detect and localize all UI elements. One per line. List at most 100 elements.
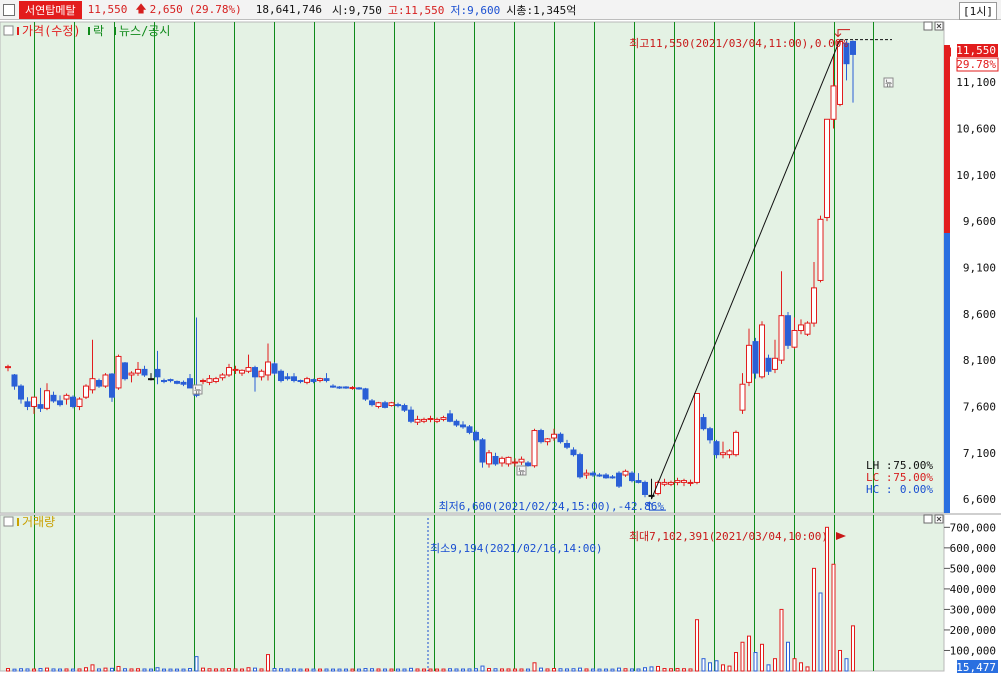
volume-bar [220,668,225,672]
high-annotation: 최고11,550(2021/03/04,11:00),0.00% [629,37,848,50]
candle [200,380,206,383]
candle [187,378,193,389]
legend-volume[interactable]: 거래량 [22,515,55,529]
volume-bar [246,667,251,672]
volume-bar [578,667,582,672]
volume-tick-label: 700,000 [950,521,996,534]
volume-bar [116,665,121,672]
volume-pane-minimize-button[interactable] [923,514,933,524]
candle [609,476,616,479]
up-arrow-icon: 🡅 [135,2,147,15]
price-tick-label: 8,100 [963,354,996,367]
volume-bar [539,667,543,672]
candle [596,474,603,477]
candle [11,374,18,387]
candle [700,417,707,430]
candle [317,378,323,382]
candle [83,385,89,398]
volume-bar [747,635,751,672]
candle [551,433,557,439]
legend-price[interactable]: 가격(수정) [22,24,81,38]
volume-bar [454,668,459,672]
volume-bar [636,668,641,672]
candle [44,390,50,409]
trend-line[interactable] [651,39,841,500]
volume-bar [487,668,491,672]
candle [746,344,752,383]
candle [674,480,681,483]
news-marker[interactable]: 뉴 [883,77,894,88]
stock-chart[interactable]: 6,600 7,100 7,600 8,100 8,600 9,100 9,600 10,10… [0,20,1001,674]
volume-bar [786,641,790,672]
volume-bar [701,658,706,672]
volume-bar [831,563,836,672]
volume-bar [214,668,218,672]
price-tick-label: 10,600 [956,123,996,136]
news-marker[interactable]: 뉴 [192,384,203,395]
candle [421,418,427,422]
select-checkbox[interactable] [3,3,15,16]
candle [414,418,421,423]
volume-tick-label: 400,000 [950,583,996,596]
candle [232,368,239,371]
timeframe-button[interactable]: [1시] [959,2,997,20]
candle [440,417,447,420]
volume-bar [428,668,433,672]
volume-bar [25,668,30,672]
volume-bar [12,668,17,672]
candle [635,480,642,483]
volume-bar [318,668,322,672]
volume-bar [350,668,355,672]
volume-bar [402,668,407,672]
volume-bar [467,668,472,672]
volume-tick-label: 500,000 [950,562,996,575]
volume-bar [266,654,270,672]
ratio-lh-value: 75.00% [893,459,933,472]
price-change-pct: (29.78%) [188,3,242,16]
legend-news[interactable]: 뉴스/공시 [119,24,170,38]
current-price-pointer-icon [946,47,951,57]
volume-pane[interactable] [0,513,1001,672]
legend-rights[interactable]: 락 [93,24,104,38]
price-pane-minimize-button[interactable] [923,21,933,31]
candle [70,396,76,407]
candle [388,402,395,407]
volume-bar [233,668,238,672]
volume-pane-checkbox[interactable] [3,516,14,527]
volume-bar [357,668,361,672]
stock-name[interactable]: 서연탑메탈 [19,0,82,19]
news-marker[interactable]: 뉴 [516,465,527,476]
volume-bar [662,668,667,672]
candle [395,404,401,407]
volume-bar [207,668,212,672]
candle [694,392,700,483]
vertical-grid [34,22,874,671]
volume-bar [727,665,732,672]
volume-bar [324,668,329,672]
volume-bar [597,668,602,672]
volume-bar [825,526,829,672]
volume-bar [383,668,387,672]
price-pane-checkbox[interactable] [3,25,14,36]
volume-bar [714,660,719,672]
candle [31,396,37,407]
candle [278,370,284,382]
candle [661,481,668,485]
price-change: 2,650 [149,3,183,16]
candle [518,458,525,463]
svg-text:뉴: 뉴 [885,79,892,88]
volume-bar [90,664,95,672]
volume-bar [474,668,478,672]
candle [479,439,486,463]
volume-bar [506,668,511,672]
price-range-bar-up [944,45,950,233]
volume-bar [370,668,374,672]
volume-bar [610,668,615,672]
candle [616,472,622,487]
price-pane[interactable] [0,21,945,514]
candle [161,380,167,383]
volume-legend-swatch [17,518,19,526]
volume-tick-label: 100,000 [950,644,996,657]
candle [642,481,648,495]
candle [252,367,258,378]
